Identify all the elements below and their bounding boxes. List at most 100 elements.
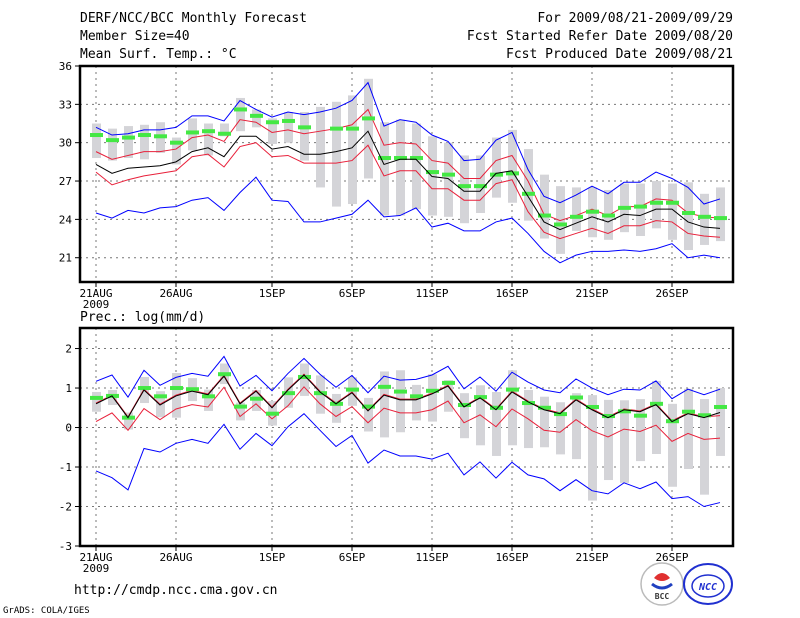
- median-mark: [90, 395, 103, 400]
- median-mark: [330, 126, 343, 131]
- ensemble-range-bar: [428, 136, 437, 216]
- x-tick-label: 26AUG: [159, 287, 192, 300]
- median-mark: [346, 126, 359, 131]
- median-mark: [458, 184, 471, 189]
- ensemble-range-bar: [700, 399, 709, 495]
- median-mark: [170, 140, 183, 145]
- ensemble-range-bar: [524, 149, 533, 221]
- x-tick-label: 21AUG: [79, 551, 112, 564]
- y-tick-label: 24: [59, 213, 73, 226]
- median-mark: [298, 374, 311, 379]
- ensemble-range-bar: [444, 142, 453, 217]
- ensemble-range-bar: [684, 182, 693, 251]
- median-mark: [554, 412, 567, 417]
- median-mark: [506, 171, 519, 176]
- grads-credit: GrADS: COLA/IGES: [3, 606, 90, 616]
- median-mark: [410, 156, 423, 161]
- median-mark: [570, 395, 583, 400]
- plot-frame: [78, 64, 735, 284]
- ensemble-range-bar: [332, 393, 341, 423]
- ensemble-range-bar: [588, 395, 597, 501]
- median-mark: [170, 386, 183, 391]
- ensemble-range-bar: [236, 402, 245, 421]
- median-mark: [490, 172, 503, 177]
- ensemble-range-bar: [140, 124, 149, 160]
- median-mark: [218, 131, 231, 136]
- median-mark: [602, 213, 615, 218]
- median-mark: [250, 396, 263, 401]
- median-mark: [186, 387, 199, 392]
- median-mark: [682, 210, 695, 215]
- median-mark: [602, 414, 615, 419]
- median-mark: [474, 395, 487, 400]
- ensemble-range-bar: [572, 187, 581, 231]
- median-mark: [442, 172, 455, 177]
- median-mark: [442, 380, 455, 385]
- median-mark: [554, 222, 567, 227]
- source-url[interactable]: http://cmdp.ncc.cma.gov.cn: [74, 583, 278, 598]
- ensemble-range-bar: [364, 397, 373, 432]
- ensemble-range-bar: [268, 118, 277, 144]
- median-mark: [90, 133, 103, 138]
- x-tick-label: 11SEP: [415, 287, 448, 300]
- median-mark: [490, 405, 503, 410]
- median-mark: [106, 138, 119, 143]
- x-tick-label: 16SEP: [495, 287, 528, 300]
- ensemble-range-bar: [636, 183, 645, 236]
- ensemble-range-bar: [556, 402, 565, 455]
- ensemble-range-bar: [412, 384, 421, 421]
- ensemble-range-bar: [444, 380, 453, 412]
- lower-spread-line: [95, 386, 721, 442]
- ensemble-range-bar: [220, 123, 229, 137]
- median-mark: [522, 401, 535, 406]
- median-mark: [586, 404, 599, 409]
- median-mark: [458, 403, 471, 408]
- ensemble-range-bar: [204, 389, 213, 411]
- ensemble-range-bar: [492, 137, 501, 198]
- x-tick-label: 6SEP: [339, 551, 366, 564]
- median-mark: [282, 391, 295, 396]
- ensemble-range-bar: [348, 95, 357, 205]
- median-mark: [538, 405, 551, 410]
- ensemble-range-bar: [364, 78, 373, 179]
- median-mark: [634, 413, 647, 418]
- x-year-label: 2009: [83, 298, 110, 311]
- median-mark: [522, 191, 535, 196]
- median-mark: [586, 209, 599, 214]
- median-mark: [714, 404, 727, 409]
- median-mark: [314, 391, 327, 396]
- x-tick-label: 11SEP: [415, 551, 448, 564]
- median-mark: [394, 389, 407, 394]
- median-mark: [698, 413, 711, 418]
- ensemble-range-bar: [428, 374, 437, 422]
- median-mark: [154, 134, 167, 139]
- median-mark: [282, 118, 295, 123]
- median-mark: [186, 130, 199, 135]
- median-mark: [202, 394, 215, 399]
- ensemble-range-bar: [636, 399, 645, 462]
- ensemble-range-bar: [92, 391, 101, 412]
- precip-panel: -3 -2 -1 0 1 2 21AUG 26AUG 1SEP 6SEP 11SEP 16SEP 21S…: [59, 326, 735, 575]
- ensemble-range-bar: [300, 363, 309, 396]
- ensemble-range-bar: [316, 106, 325, 188]
- median-mark: [650, 401, 663, 406]
- x-tick-label: 1SEP: [259, 287, 286, 300]
- ensemble-range-bar: [124, 126, 133, 159]
- median-mark: [666, 200, 679, 205]
- x-year-label: 2009: [83, 562, 110, 575]
- y-tick-label: -3: [59, 540, 72, 553]
- x-tick-label: 26SEP: [655, 287, 688, 300]
- ensemble-range-bar: [332, 101, 341, 207]
- ensemble-range-bar: [540, 174, 549, 239]
- y-tick-label: 2: [65, 343, 72, 356]
- ensemble-range-bar: [92, 123, 101, 159]
- x-tick-label: 26AUG: [159, 551, 192, 564]
- y-tick-label: -1: [59, 461, 72, 474]
- median-mark: [426, 170, 439, 175]
- ensemble-range-bar: [540, 396, 549, 448]
- min-line: [95, 176, 721, 264]
- median-mark: [234, 404, 247, 409]
- median-mark: [682, 409, 695, 414]
- ensemble-range-bar: [204, 123, 213, 156]
